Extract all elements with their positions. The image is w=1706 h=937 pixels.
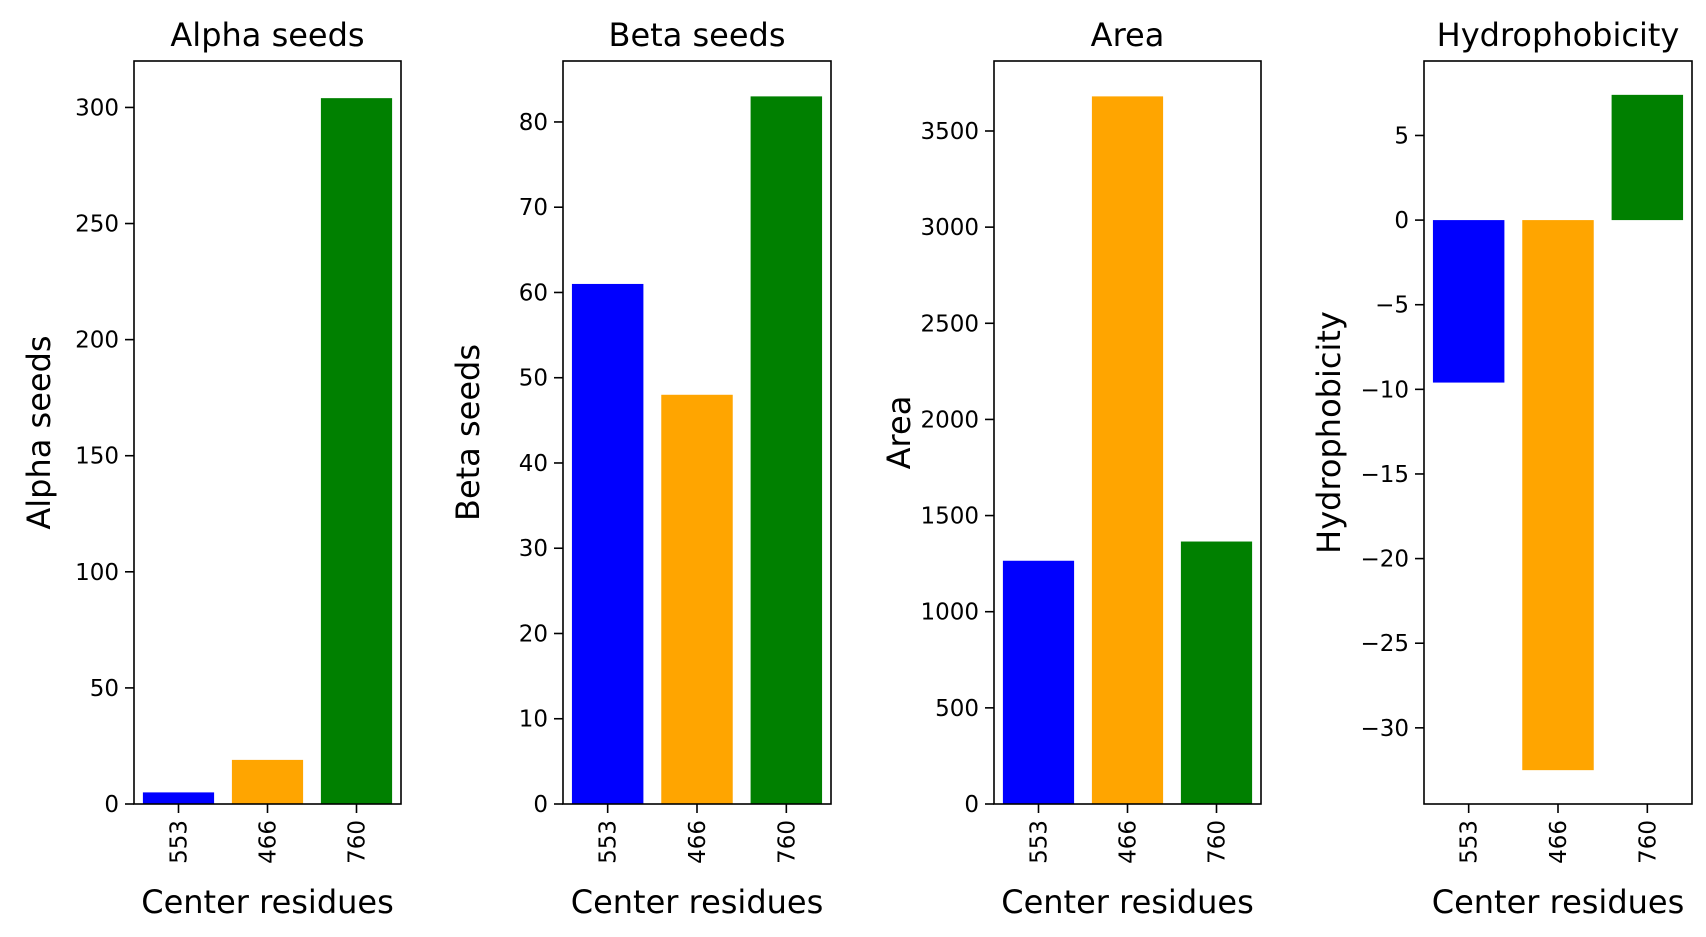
y-axis-label: Alpha seeds <box>20 335 58 529</box>
chart-title: Beta seeds <box>609 16 786 54</box>
y-tick-label: 250 <box>75 212 119 238</box>
bar-760 <box>1180 541 1253 804</box>
y-tick-label: 0 <box>533 792 548 818</box>
y-tick-label: 20 <box>519 621 548 647</box>
x-tick-label: 760 <box>1635 820 1661 864</box>
chart-title: Alpha seeds <box>170 16 364 54</box>
y-tick-label: 300 <box>75 95 119 121</box>
y-tick-label: 80 <box>519 110 548 136</box>
y-tick-label: −15 <box>1360 462 1409 488</box>
chart-panel-3: 0 500 1000 1500 2000 2500 3000 3500 553 466 760 Are… <box>880 16 1262 921</box>
chart-title: Area <box>1091 16 1165 54</box>
bar-553 <box>142 792 215 804</box>
x-tick-label: 553 <box>167 820 193 864</box>
bar-466 <box>661 394 733 804</box>
bar-466 <box>1091 96 1164 804</box>
y-tick-label: −20 <box>1360 547 1409 573</box>
y-tick-label: 0 <box>104 792 119 818</box>
chart-panel-2: 0 10 20 30 40 50 60 70 80 553 466 760 Beta seeds Cent… <box>449 16 832 921</box>
y-tick-label: 1000 <box>920 600 979 626</box>
y-tick-label: 1500 <box>920 504 979 530</box>
bar-760 <box>750 96 823 804</box>
x-axis-label: Center residues <box>1432 883 1685 921</box>
bar-760 <box>320 98 393 804</box>
x-axis-label: Center residues <box>141 883 394 921</box>
y-tick-label: 5 <box>1394 123 1409 149</box>
bar-553 <box>1002 560 1075 804</box>
x-axis-label: Center residues <box>1001 883 1254 921</box>
x-tick-label: 553 <box>596 820 622 864</box>
y-tick-label: 3000 <box>920 215 979 241</box>
y-tick-label: 40 <box>519 451 548 477</box>
chart-title: Hydrophobicity <box>1437 16 1680 54</box>
y-tick-label: 0 <box>964 792 979 818</box>
bar-553 <box>571 283 644 804</box>
y-tick-label: 500 <box>935 696 979 722</box>
y-tick-label: 2000 <box>920 407 979 433</box>
bar-760 <box>1611 94 1684 221</box>
x-tick-label: 760 <box>1205 820 1231 864</box>
y-tick-label: 200 <box>75 328 119 354</box>
y-tick-label: 10 <box>519 707 548 733</box>
x-tick-label: 760 <box>774 820 800 864</box>
y-tick-label: 100 <box>75 560 119 586</box>
bar-466 <box>231 759 304 804</box>
y-tick-label: −30 <box>1360 716 1409 742</box>
y-tick-label: −10 <box>1360 377 1409 403</box>
x-tick-label: 466 <box>256 820 282 864</box>
y-tick-label: 2500 <box>920 311 979 337</box>
x-tick-label: 553 <box>1457 820 1483 864</box>
x-tick-label: 553 <box>1027 820 1053 864</box>
y-tick-label: −25 <box>1360 631 1409 657</box>
x-tick-label: 760 <box>345 820 371 864</box>
x-axis-label: Center residues <box>571 883 824 921</box>
y-axis-label: Area <box>880 396 918 470</box>
y-tick-label: 50 <box>519 366 548 392</box>
bar-553 <box>1432 220 1505 383</box>
y-axis-label: Hydrophobicity <box>1310 311 1348 554</box>
bar-466 <box>1522 220 1594 771</box>
y-axis-label: Beta seeds <box>449 344 487 521</box>
chart-panel-4: 5 0 −5 −10 −15 −20 −25 −30 553 466 760 Hydrophobici… <box>1310 16 1693 921</box>
y-tick-label: −5 <box>1375 293 1409 319</box>
y-tick-label: 3500 <box>920 119 979 145</box>
y-tick-label: 50 <box>90 676 119 702</box>
y-tick-label: 0 <box>1394 208 1409 234</box>
y-tick-label: 150 <box>75 444 119 470</box>
x-tick-label: 466 <box>1116 820 1142 864</box>
x-tick-label: 466 <box>685 820 711 864</box>
y-tick-label: 70 <box>519 195 548 221</box>
x-tick-label: 466 <box>1546 820 1572 864</box>
chart-panel-1: 0 50 100 150 200 250 300 553 466 760 Alpha seeds Ce… <box>20 16 402 921</box>
y-tick-label: 60 <box>519 280 548 306</box>
y-tick-label: 30 <box>519 536 548 562</box>
